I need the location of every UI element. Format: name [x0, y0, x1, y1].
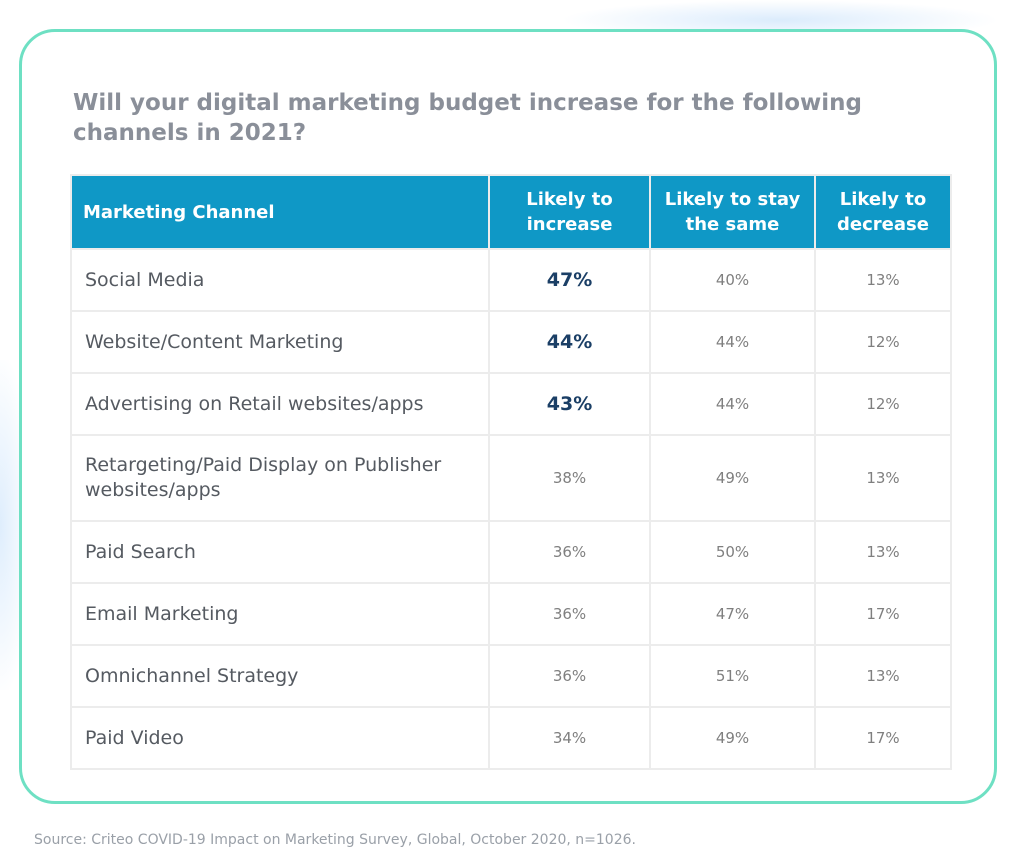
increase-cell: 34% [490, 708, 649, 768]
same-cell: 44% [651, 374, 814, 434]
table-row: Paid Video 34% 49% 17% [72, 708, 950, 768]
table-row: Paid Search 36% 50% 13% [72, 522, 950, 582]
column-header-increase: Likely to increase [490, 176, 649, 248]
same-cell: 47% [651, 584, 814, 644]
header-row: Marketing Channel Likely to increase Lik… [72, 176, 950, 248]
channel-cell: Advertising on Retail websites/apps [72, 374, 488, 434]
chart-title: Will your digital marketing budget incre… [73, 90, 862, 146]
source-note: Source: Criteo COVID-19 Impact on Market… [34, 832, 636, 848]
column-header-same: Likely to stay the same [651, 176, 814, 248]
table-row: Omnichannel Strategy 36% 51% 13% [72, 646, 950, 706]
increase-cell: 36% [490, 646, 649, 706]
table-row: Retargeting/Paid Display on Publisher we… [72, 436, 950, 520]
channel-cell: Paid Video [72, 708, 488, 768]
decrease-cell: 17% [816, 584, 950, 644]
table-row: Email Marketing 36% 47% 17% [72, 584, 950, 644]
increase-cell: 43% [490, 374, 649, 434]
channel-cell: Omnichannel Strategy [72, 646, 488, 706]
same-cell: 40% [651, 250, 814, 310]
increase-cell: 44% [490, 312, 649, 372]
decrease-cell: 13% [816, 436, 950, 520]
decrease-cell: 12% [816, 374, 950, 434]
channel-cell: Retargeting/Paid Display on Publisher we… [72, 436, 488, 520]
table-row: Website/Content Marketing 44% 44% 12% [72, 312, 950, 372]
channel-cell: Website/Content Marketing [72, 312, 488, 372]
channel-cell: Paid Search [72, 522, 488, 582]
increase-cell: 38% [490, 436, 649, 520]
decrease-cell: 17% [816, 708, 950, 768]
table-row: Advertising on Retail websites/apps 43% 44… [72, 374, 950, 434]
decrease-cell: 13% [816, 646, 950, 706]
same-cell: 44% [651, 312, 814, 372]
channel-cell: Email Marketing [72, 584, 488, 644]
same-cell: 51% [651, 646, 814, 706]
survey-table: Marketing Channel Likely to increase Lik… [70, 174, 952, 770]
same-cell: 49% [651, 708, 814, 768]
increase-cell: 47% [490, 250, 649, 310]
table-row: Social Media 47% 40% 13% [72, 250, 950, 310]
increase-cell: 36% [490, 584, 649, 644]
same-cell: 49% [651, 436, 814, 520]
table-body: Social Media 47% 40% 13% Website/Content Mar… [72, 250, 950, 768]
same-cell: 50% [651, 522, 814, 582]
decrease-cell: 12% [816, 312, 950, 372]
increase-cell: 36% [490, 522, 649, 582]
column-header-decrease: Likely to decrease [816, 176, 950, 248]
decrease-cell: 13% [816, 250, 950, 310]
column-header-channel: Marketing Channel [72, 176, 488, 248]
decrease-cell: 13% [816, 522, 950, 582]
channel-cell: Social Media [72, 250, 488, 310]
